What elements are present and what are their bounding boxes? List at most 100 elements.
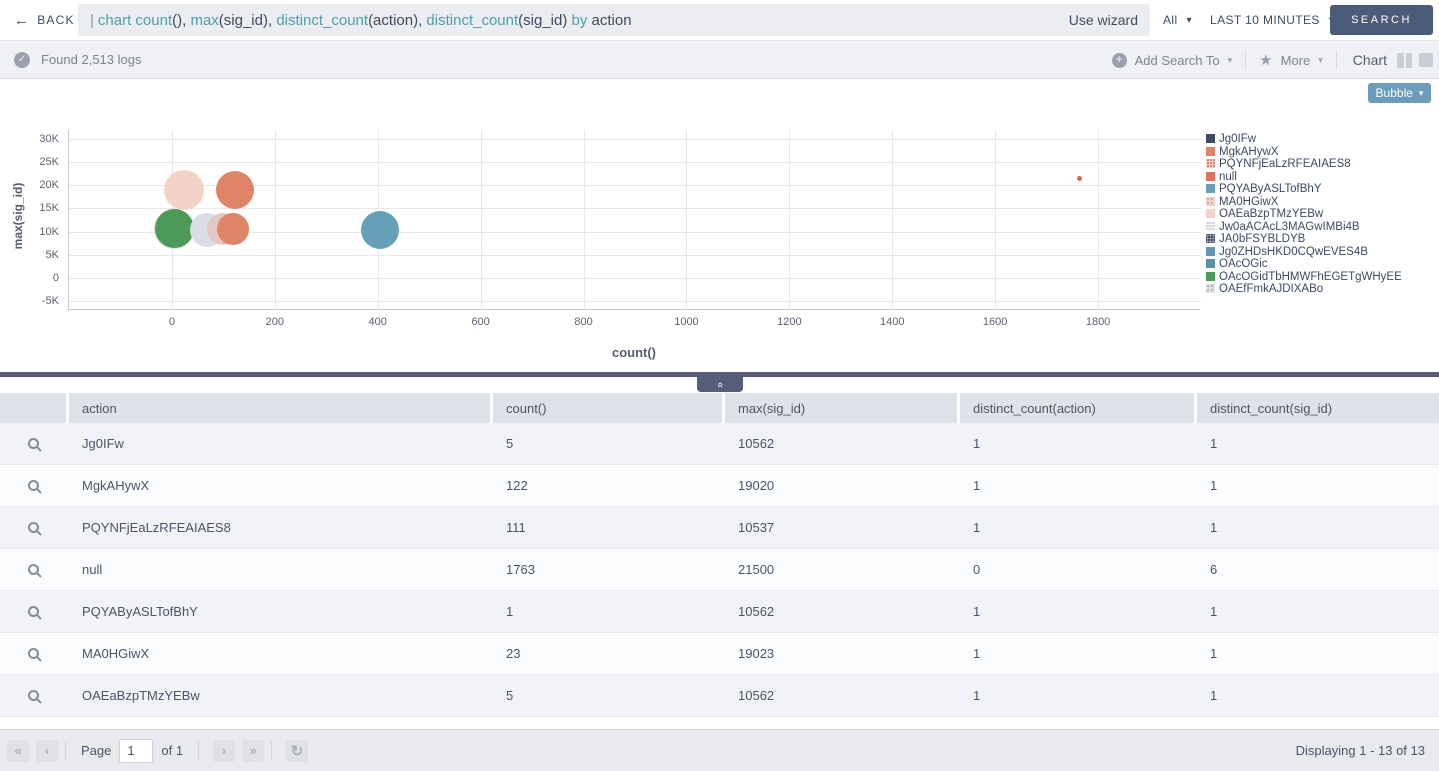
bubble-MA0HGiwX[interactable]: [163, 169, 204, 210]
magnifier-icon[interactable]: [27, 564, 39, 575]
legend-item[interactable]: PQYAByASLTofBhY: [1206, 183, 1436, 196]
legend-label: Jg0IFw: [1219, 133, 1257, 145]
header-distinct-count-action[interactable]: distinct_count(action): [960, 393, 1194, 423]
legend-swatch-icon: [1206, 134, 1215, 143]
y-tick-label: 30K: [39, 133, 59, 146]
previous-page-button[interactable]: ‹: [36, 739, 58, 762]
time-range-dropdown[interactable]: LAST 10 MINUTES ▾: [1210, 0, 1334, 40]
legend-item[interactable]: Jw0aACAcL3MAGwIMBi4B: [1206, 221, 1436, 234]
pagination-bar: « ‹ Page of 1 › » ↻ Displaying 1 - 13 of…: [0, 729, 1439, 771]
gridline: [686, 130, 688, 310]
legend-item[interactable]: JA0bFSYBLDYB: [1206, 233, 1436, 246]
search-input[interactable]: | chart count(), max(sig_id), distinct_co…: [78, 4, 1150, 36]
magnifier-icon[interactable]: [27, 690, 39, 701]
toolbar-divider: [1335, 50, 1337, 70]
magnifier-icon[interactable]: [27, 606, 39, 617]
panel-divider[interactable]: [0, 372, 1439, 377]
legend-swatch-icon: [1206, 184, 1215, 193]
x-tick-label: 1200: [777, 316, 802, 328]
legend-item[interactable]: OAEfFmkAJDIXABo: [1206, 283, 1436, 296]
header-count[interactable]: count(): [493, 393, 722, 423]
collapse-chart-button[interactable]: «: [697, 377, 743, 392]
bubble-PQYNFjEaLzRFEAIAES8[interactable]: [216, 213, 249, 246]
legend-swatch-icon: [1206, 284, 1215, 293]
table-row[interactable]: MgkAHywX 122 19020 1 1: [0, 465, 1439, 507]
legend-item[interactable]: PQYNFjEaLzRFEAIAES8: [1206, 158, 1436, 171]
magnifier-icon[interactable]: [27, 480, 39, 491]
columns-view-icon[interactable]: [1397, 52, 1412, 68]
bubble-null[interactable]: [1076, 175, 1082, 181]
scope-dropdown[interactable]: All ▾: [1163, 13, 1192, 27]
chart-type-dropdown[interactable]: Bubble ▾: [1368, 83, 1431, 103]
query-token: |: [90, 11, 94, 29]
legend-item[interactable]: Jg0IFw: [1206, 133, 1436, 146]
gridline: [69, 254, 1201, 256]
table-row[interactable]: MA0HGiwX 23 19023 1 1: [0, 633, 1439, 675]
gridline: [789, 130, 791, 310]
y-tick-label: 20K: [39, 179, 59, 192]
cell-dca: 1: [973, 646, 981, 661]
cell-dcs: 1: [1210, 688, 1218, 703]
chart-section-label: Chart: [1352, 52, 1387, 68]
legend-label: OAEaBzpTMzYEBw: [1219, 208, 1324, 220]
bubble-MgkAHywX[interactable]: [215, 170, 254, 209]
first-page-button[interactable]: «: [7, 739, 29, 762]
plus-circle-icon: +: [1111, 52, 1127, 68]
gridline: [69, 208, 1201, 210]
x-tick-label: 400: [368, 316, 387, 328]
row-search-cell: [0, 423, 66, 464]
gridline: [892, 130, 894, 310]
table-row[interactable]: PQYAByASLTofBhY 1 10562 1 1: [0, 591, 1439, 633]
gridline: [274, 130, 276, 310]
table-row[interactable]: PQYNFjEaLzRFEAIAES8 111 10537 1 1: [0, 507, 1439, 549]
cell-action: MA0HGiwX: [82, 646, 150, 661]
status-message: ✓ Found 2,513 logs: [14, 51, 141, 68]
table-row[interactable]: OAEaBzpTMzYEBw 5 10562 1 1: [0, 675, 1439, 717]
legend-item[interactable]: OAEaBzpTMzYEBw: [1206, 208, 1436, 221]
search-button[interactable]: SEARCH: [1330, 5, 1433, 35]
legend-item[interactable]: Jg0ZHDsHKD0CQwEVES4B: [1206, 246, 1436, 259]
pagination-divider: [65, 741, 66, 760]
row-search-cell: [0, 549, 66, 590]
last-page-button[interactable]: »: [242, 739, 265, 762]
header-distinct-count-sig-id[interactable]: distinct_count(sig_id): [1197, 393, 1439, 423]
table-row[interactable]: Jg0IFw 5 10562 1 1: [0, 423, 1439, 465]
header-max-sig-id[interactable]: max(sig_id): [725, 393, 957, 423]
legend-item[interactable]: MgkAHywX: [1206, 146, 1436, 159]
refresh-button[interactable]: ↻: [286, 739, 309, 762]
back-button[interactable]: ← BACK: [14, 8, 75, 32]
y-tick-label: -5K: [41, 294, 59, 307]
legend-item[interactable]: null: [1206, 171, 1436, 184]
magnifier-icon[interactable]: [27, 648, 39, 659]
panel-view-icon[interactable]: [1419, 53, 1433, 67]
next-page-button[interactable]: ›: [213, 739, 236, 762]
x-axis-title: count(): [611, 345, 657, 360]
plot-area: 30K 25K 20K 15K 10K 5K 0 -5K 0 200 400 600 800 1000 12…: [39, 130, 1201, 328]
legend-swatch-icon: [1206, 146, 1215, 156]
gridline: [69, 277, 1201, 279]
cell-dca: 0: [973, 562, 981, 577]
pagination-divider: [271, 741, 273, 760]
search-query[interactable]: | chart count(), max(sig_id), distinct_co…: [90, 12, 1057, 29]
legend-item[interactable]: MA0HGiwX: [1206, 196, 1436, 209]
legend-label: MA0HGiwX: [1219, 195, 1279, 208]
page-number-input[interactable]: [119, 738, 154, 763]
cell-dcs: 6: [1210, 562, 1218, 577]
add-search-to-dropdown[interactable]: + Add Search To ▾: [1099, 52, 1246, 68]
more-dropdown[interactable]: ★ More ▾: [1259, 52, 1323, 69]
cell-dca: 1: [973, 520, 981, 535]
header-action[interactable]: action: [69, 393, 490, 423]
table-row[interactable]: null 1763 21500 0 6: [0, 549, 1439, 591]
magnifier-icon[interactable]: [27, 438, 39, 449]
magnifier-icon[interactable]: [27, 522, 39, 533]
cell-max: 21500: [738, 562, 775, 577]
bubble-OAcOGidTbHMWFhEGETgWHyEE[interactable]: [154, 209, 194, 249]
legend-item[interactable]: OAcOGic: [1206, 258, 1436, 271]
legend-item[interactable]: OAcOGidTbHMWFhEGETgWHyEE: [1206, 271, 1436, 284]
use-wizard-link[interactable]: Use wizard: [1068, 12, 1138, 28]
chevron-down-icon: ▾: [1418, 87, 1424, 98]
bubble-Jg0ZHDsHKD0CQwEVES4B[interactable]: [361, 211, 400, 250]
gridline: [69, 231, 1201, 233]
legend-swatch-icon: [1206, 221, 1215, 231]
chevrons-up-icon: «: [714, 381, 726, 388]
